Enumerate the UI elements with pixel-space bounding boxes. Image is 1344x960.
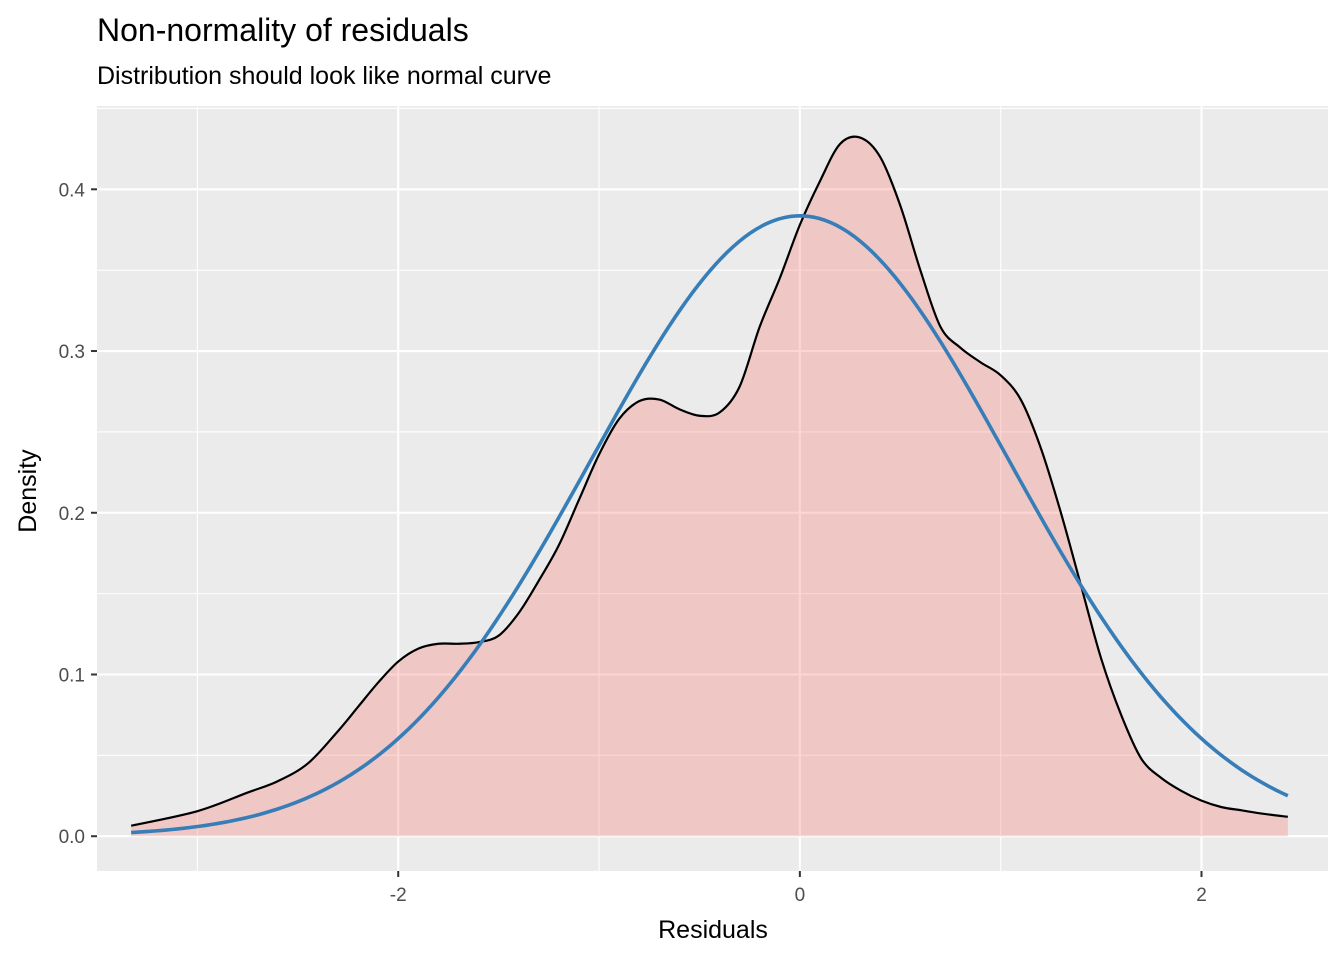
y-tick-label: 0.1 xyxy=(59,665,85,686)
chart-subtitle: Distribution should look like normal cur… xyxy=(97,62,551,90)
x-tick-label: -2 xyxy=(390,885,407,906)
plot-panel xyxy=(97,106,1328,871)
x-tick-label: 2 xyxy=(1196,885,1207,906)
y-tick-label: 0.0 xyxy=(59,827,85,848)
y-tick-label: 0.4 xyxy=(59,180,86,201)
major-gridlines xyxy=(97,106,1328,871)
x-axis-title: Residuals xyxy=(658,916,768,944)
chart-title: Non-normality of residuals xyxy=(97,12,469,48)
y-axis-ticks: 0.0 0.1 0.2 0.3 0.4 xyxy=(59,180,97,848)
density-area xyxy=(131,136,1288,837)
y-axis-title: Density xyxy=(14,449,42,533)
y-tick-label: 0.2 xyxy=(59,504,85,525)
x-tick-label: 0 xyxy=(795,885,806,906)
minor-gridlines xyxy=(97,106,1328,871)
x-axis-ticks: -2 0 2 xyxy=(390,871,1207,906)
y-tick-label: 0.3 xyxy=(59,342,85,363)
normal-curve-line xyxy=(131,214,1289,835)
density-line xyxy=(130,135,1288,827)
